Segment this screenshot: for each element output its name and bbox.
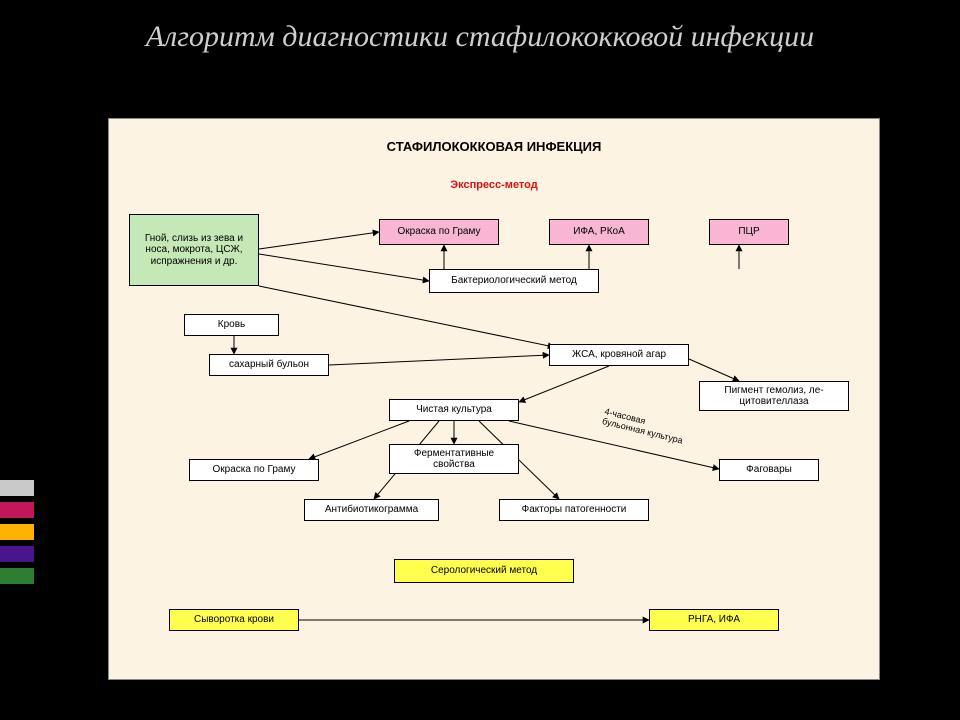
accent-bar-2 [0, 524, 34, 540]
node-antibio: Антибиотикограмма [304, 499, 439, 521]
node-pigment: Пигмент гемолиз, ле-цитовителлаза [699, 381, 849, 411]
node-rnga: РНГА, ИФА [649, 609, 779, 631]
accent-bar-1 [0, 502, 34, 518]
svg-text:4-часоваябульонная культура: 4-часоваябульонная культура [601, 406, 686, 445]
node-phago: Фаговары [719, 459, 819, 481]
node-culture: Чистая культура [389, 399, 519, 421]
diagram-canvas: СТАФИЛОКОККОВАЯ ИНФЕКЦИЯ Экспресс-метод … [108, 118, 880, 680]
accent-bar-4 [0, 568, 34, 584]
node-sugar: сахарный бульон [209, 354, 329, 376]
node-gram1: Окраска по Граму [379, 219, 499, 245]
node-seromet: Серологический метод [394, 559, 574, 583]
node-sample: Гной, слизь из зева и носа, мокрота, ЦСЖ… [129, 214, 259, 286]
node-blood: Кровь [184, 314, 279, 336]
accent-bar-0 [0, 480, 34, 496]
slide-title: Алгоритм диагностики стафилококковой инф… [0, 0, 960, 56]
accent-bars [0, 480, 34, 600]
node-serum: Сыворотка крови [169, 609, 299, 631]
node-gram2: Окраска по Граму [189, 459, 319, 481]
diagram-heading: СТАФИЛОКОККОВАЯ ИНФЕКЦИЯ [109, 139, 879, 154]
node-jsa: ЖСА, кровяной агар [549, 344, 689, 366]
accent-bar-3 [0, 546, 34, 562]
express-method-label: Экспресс-метод [109, 179, 879, 191]
node-ifa: ИФА, РКоА [549, 219, 649, 245]
node-ferment: Ферментативные свойства [389, 444, 519, 474]
node-pathfact: Факторы патогенности [499, 499, 649, 521]
node-bactmeth: Бактериологический метод [429, 269, 599, 293]
node-pcr: ПЦР [709, 219, 789, 245]
